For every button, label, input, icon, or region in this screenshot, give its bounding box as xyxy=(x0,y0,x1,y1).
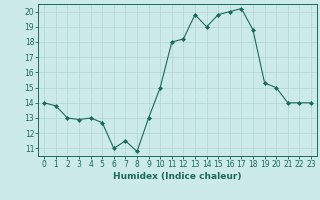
X-axis label: Humidex (Indice chaleur): Humidex (Indice chaleur) xyxy=(113,172,242,181)
